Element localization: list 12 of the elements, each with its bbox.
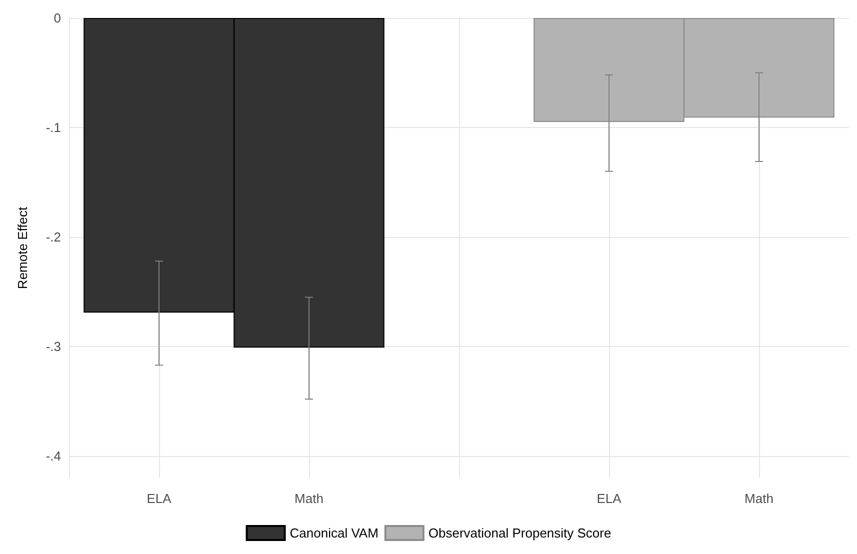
x-tick-label: ELA: [596, 491, 622, 506]
x-tick-label: ELA: [146, 491, 172, 506]
y-tick-label: -.1: [46, 120, 61, 136]
y-axis-title: Remote Effect: [15, 206, 30, 290]
y-tick-label: -.2: [46, 230, 61, 245]
legend-label: Observational Propensity Score: [428, 526, 612, 540]
legend-label: Canonical VAM: [290, 526, 378, 540]
y-tick-label: -.4: [46, 448, 61, 464]
y-tick-label: -.3: [46, 339, 61, 354]
x-tick-label: Math: [294, 491, 324, 506]
y-tick-label: 0: [54, 10, 61, 26]
x-tick-label: Math: [744, 491, 774, 506]
